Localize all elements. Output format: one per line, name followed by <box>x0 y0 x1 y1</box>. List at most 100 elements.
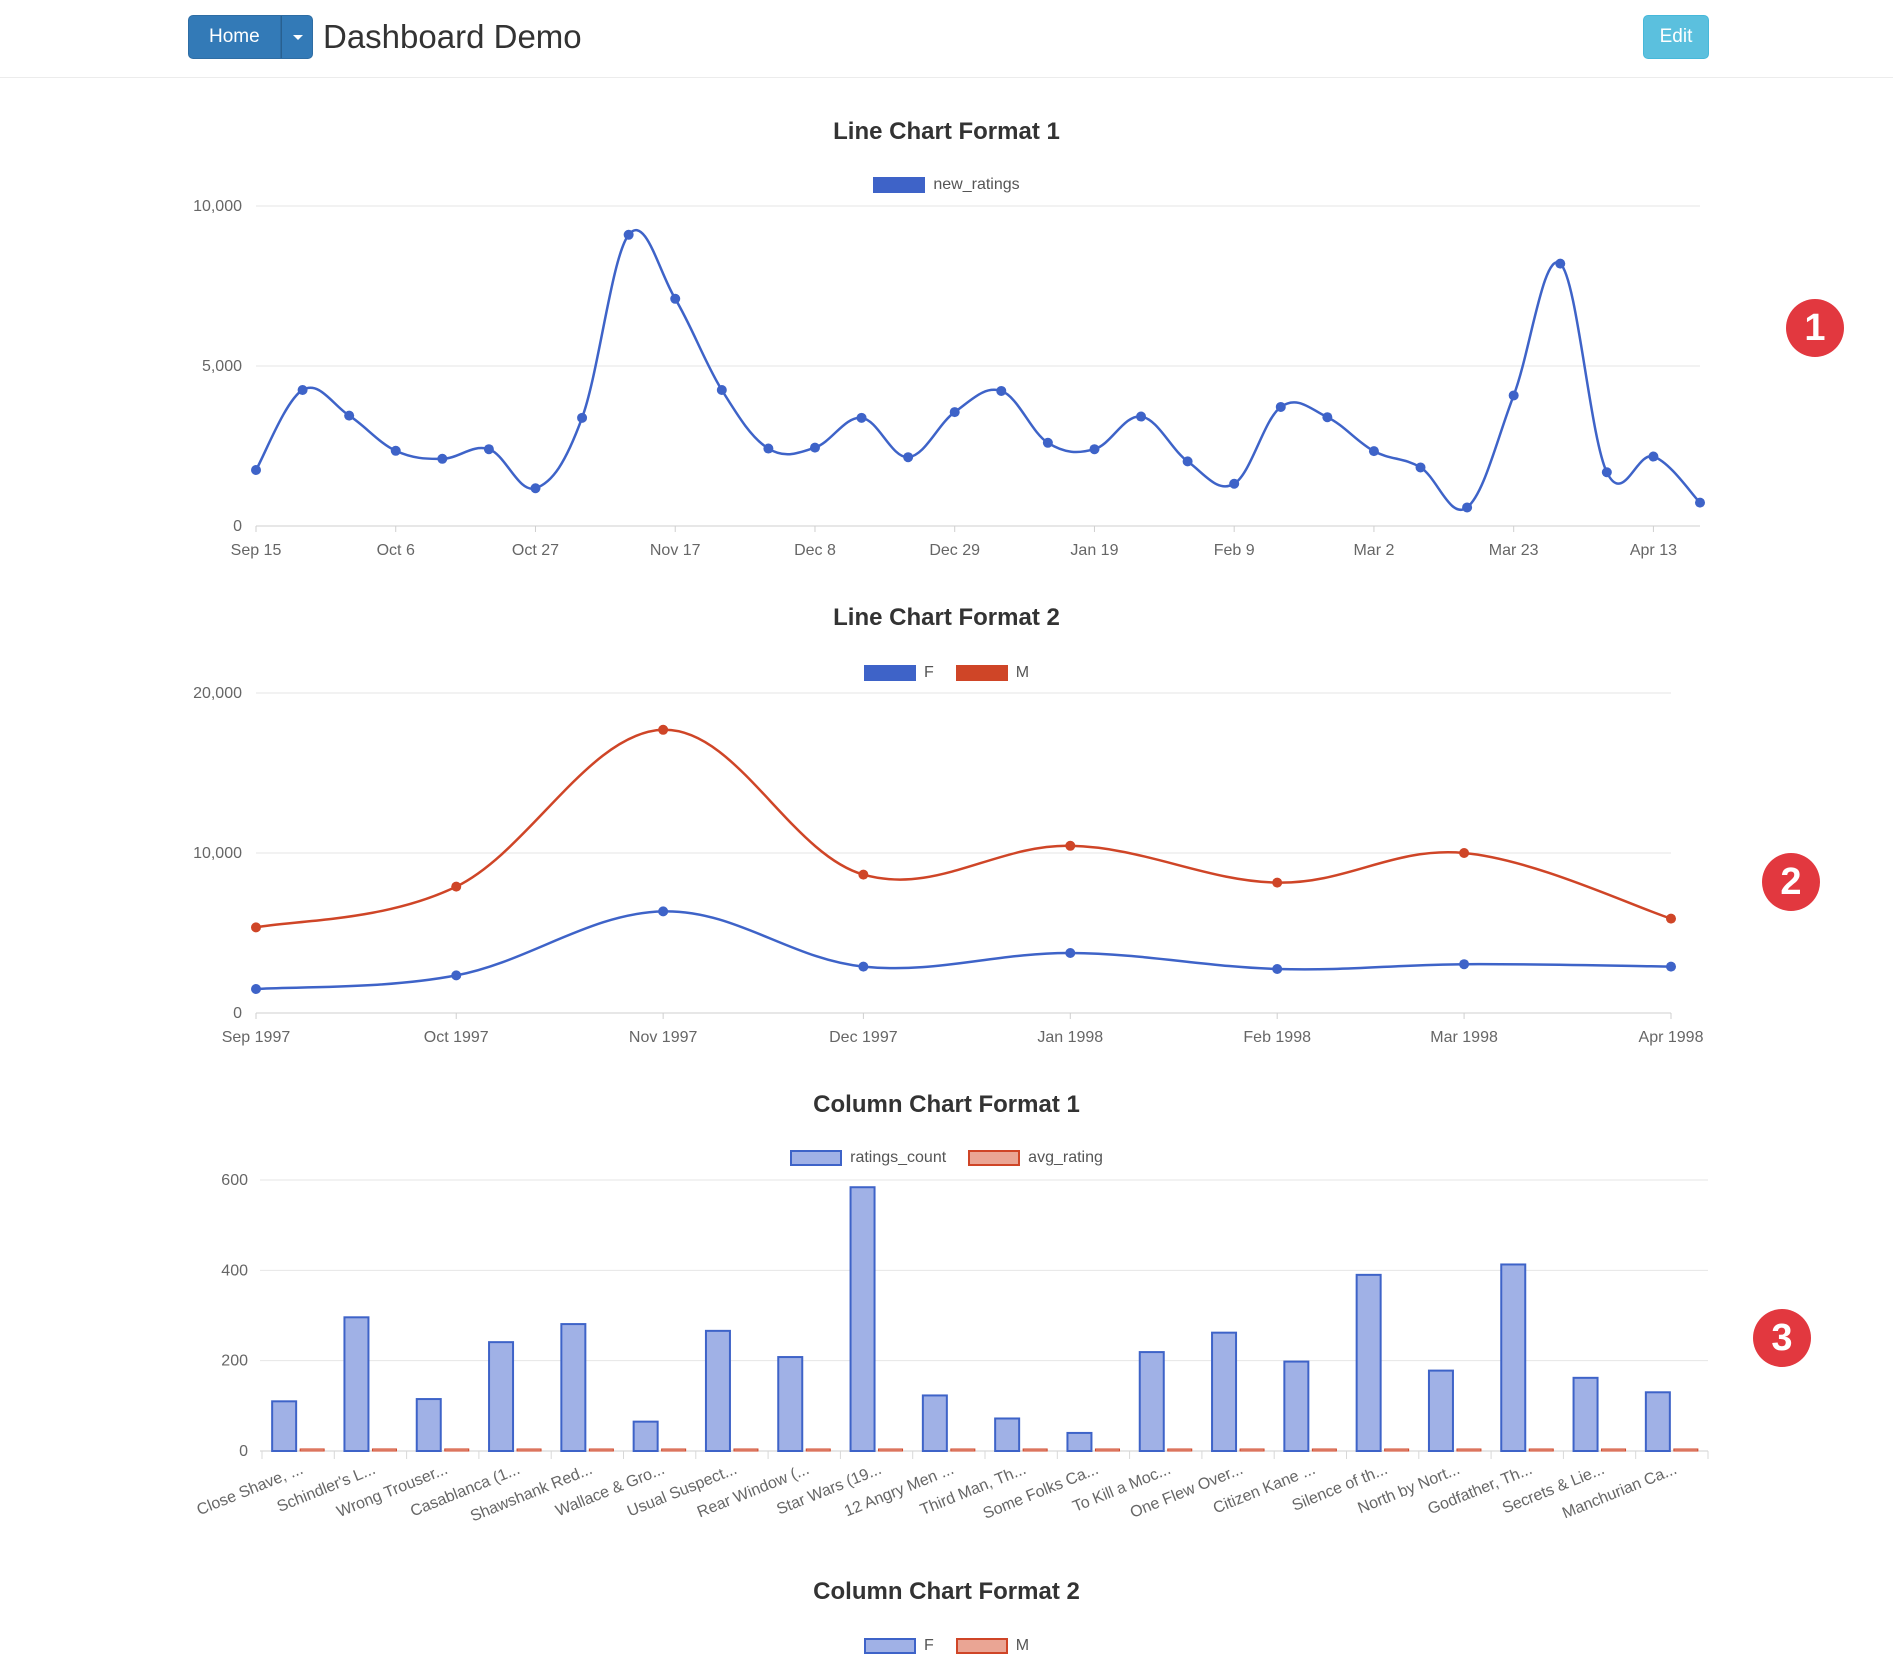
legend-item-avg-rating[interactable]: avg_rating <box>968 1149 1103 1167</box>
data-point <box>1459 848 1470 858</box>
legend-label: new_ratings <box>933 176 1020 193</box>
bar-avg-rating <box>878 1448 904 1452</box>
data-point <box>1555 258 1566 269</box>
data-point <box>809 442 820 453</box>
data-point <box>530 483 541 494</box>
data-point <box>451 970 462 981</box>
bar-ratings-count <box>632 1420 659 1453</box>
data-point <box>451 881 462 892</box>
data-point <box>251 922 261 933</box>
legend-item-m[interactable]: M <box>955 1637 1029 1655</box>
annotation-badge-1: 1 <box>1786 299 1844 357</box>
bar-avg-rating <box>950 1448 976 1452</box>
data-point <box>1272 877 1283 888</box>
chart-title-line1: Line Chart Format 1 <box>833 118 1060 145</box>
bar-avg-rating <box>1384 1448 1410 1452</box>
home-dropdown-toggle[interactable] <box>280 15 313 59</box>
legend-item-new-ratings[interactable]: new_ratings <box>873 176 1020 194</box>
page-title: Dashboard Demo <box>323 18 582 55</box>
legend-item-m[interactable]: M <box>955 664 1029 682</box>
bar-avg-rating <box>1094 1448 1120 1452</box>
data-point <box>577 412 588 423</box>
legend-swatch <box>863 665 916 681</box>
x-tick-label: Sep 15 <box>231 542 282 559</box>
bar-ratings-count <box>1283 1360 1310 1452</box>
x-tick-label: Dec 29 <box>929 542 980 559</box>
data-point <box>251 984 261 994</box>
data-point <box>1462 502 1473 513</box>
legend-item-ratings-count[interactable]: ratings_count <box>790 1149 946 1167</box>
legend-swatch <box>873 177 926 193</box>
caret-down-icon <box>292 35 303 40</box>
data-point <box>1272 964 1283 974</box>
annotation-badge-3: 3 <box>1753 1309 1811 1367</box>
data-point <box>1229 478 1240 489</box>
bar-ratings-count <box>849 1186 876 1453</box>
x-tick-label: Nov 1997 <box>629 1029 698 1046</box>
x-tick-label: Feb 1998 <box>1243 1029 1311 1046</box>
home-button[interactable]: Home <box>188 15 281 59</box>
bar-avg-rating <box>516 1448 542 1452</box>
x-tick-label: Jan 1998 <box>1037 1029 1103 1046</box>
legend-swatch <box>863 1638 916 1654</box>
y-tick-label: 5,000 <box>202 358 242 375</box>
edit-button[interactable]: Edit <box>1643 15 1709 59</box>
data-point <box>1601 467 1612 478</box>
bar-avg-rating <box>1167 1448 1193 1452</box>
data-point <box>763 443 774 454</box>
data-point <box>658 724 669 735</box>
legend-label: avg_rating <box>1028 1149 1103 1166</box>
data-point <box>1065 948 1076 958</box>
bar-ratings-count <box>560 1323 587 1452</box>
data-point <box>1042 437 1053 448</box>
data-point <box>1459 959 1470 970</box>
bar-avg-rating <box>661 1448 687 1452</box>
legend-label: F <box>923 1637 934 1654</box>
y-tick-label: 400 <box>221 1262 248 1279</box>
x-tick-label: Oct 27 <box>512 542 559 559</box>
legend-swatch <box>790 1150 843 1166</box>
bar-ratings-count <box>488 1341 515 1452</box>
bar-avg-rating <box>733 1448 759 1452</box>
x-tick-label: Oct 1997 <box>424 1029 489 1046</box>
bar-avg-rating <box>1528 1448 1554 1452</box>
bar-ratings-count <box>1138 1351 1165 1452</box>
bar-ratings-count <box>1572 1376 1599 1452</box>
data-point <box>996 385 1007 396</box>
bar-avg-rating <box>588 1448 614 1452</box>
y-tick-label: 0 <box>233 1005 242 1022</box>
bar-avg-rating <box>371 1448 397 1452</box>
bar-avg-rating <box>805 1448 831 1452</box>
bar-avg-rating <box>444 1448 470 1452</box>
navbar: Home Dashboard Demo Edit <box>0 0 1893 78</box>
legend-col2: F M <box>0 1637 1893 1655</box>
data-point <box>1065 840 1076 851</box>
series-line-f <box>255 910 1672 991</box>
bar-ratings-count <box>415 1398 442 1453</box>
legend-item-f[interactable]: F <box>863 1637 934 1655</box>
data-point <box>670 293 681 304</box>
x-tick-label: Nov 17 <box>650 542 701 559</box>
data-point <box>1368 446 1379 457</box>
y-tick-label: 20,000 <box>193 685 242 702</box>
bar-avg-rating <box>1456 1448 1482 1452</box>
data-point <box>858 869 869 880</box>
data-point <box>1508 390 1519 401</box>
bar-avg-rating <box>299 1448 325 1452</box>
data-point <box>297 385 308 395</box>
legend-swatch <box>955 1638 1008 1654</box>
data-point <box>949 407 960 418</box>
data-point <box>623 229 634 240</box>
legend-item-f[interactable]: F <box>863 664 934 682</box>
x-tick-label: Oct 6 <box>377 542 415 559</box>
bar-ratings-count <box>1427 1369 1454 1453</box>
legend-line2: F M <box>0 664 1893 682</box>
legend-swatch <box>968 1150 1021 1166</box>
bar-ratings-count <box>1211 1331 1238 1452</box>
legend-col1: ratings_count avg_rating <box>0 1149 1893 1167</box>
home-button-group: Home <box>188 15 313 59</box>
x-tick-label: Dec 1997 <box>829 1029 898 1046</box>
bar-ratings-count <box>1644 1391 1671 1452</box>
bar-ratings-count <box>777 1356 804 1453</box>
x-tick-label: Feb 9 <box>1214 542 1255 559</box>
